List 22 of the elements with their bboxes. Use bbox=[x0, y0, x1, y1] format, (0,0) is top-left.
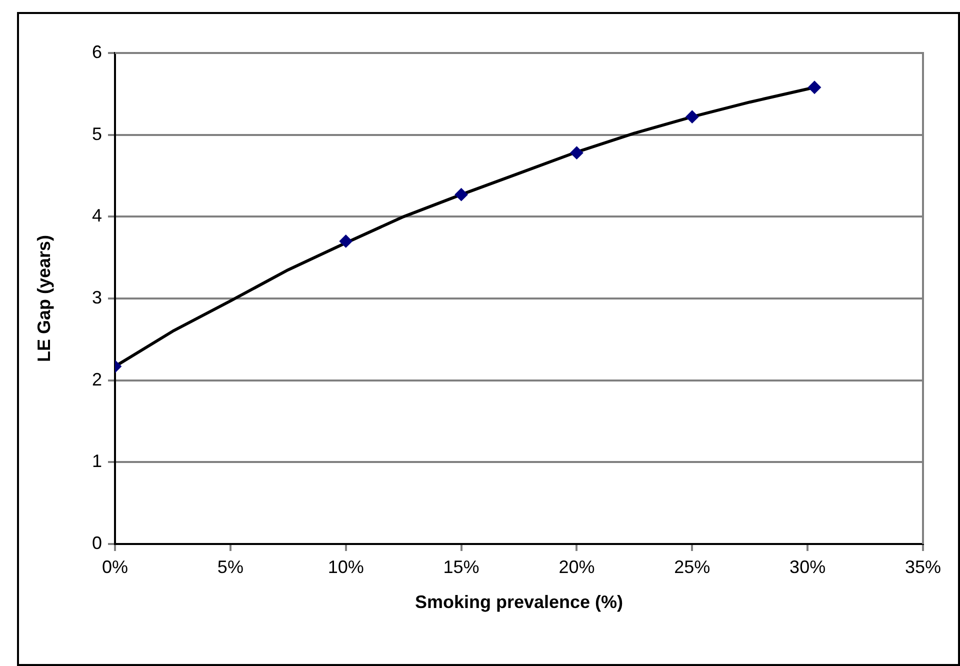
x-tick-label: 30% bbox=[790, 556, 826, 577]
x-tick-label: 25% bbox=[674, 556, 710, 577]
y-tick-label: 2 bbox=[92, 369, 102, 390]
x-tick-label: 35% bbox=[904, 556, 942, 577]
x-tick-label: 0% bbox=[102, 556, 128, 577]
y-tick-label: 0 bbox=[92, 532, 102, 553]
point bbox=[686, 110, 699, 124]
y-tick-label: 4 bbox=[92, 206, 102, 226]
y-tick-label: 3 bbox=[92, 287, 102, 308]
point bbox=[454, 188, 468, 202]
x-axis-title: Smoking prevalence (%) bbox=[414, 592, 624, 612]
x-tick-label: 10% bbox=[328, 556, 364, 577]
y-tick-label: 5 bbox=[92, 124, 102, 144]
y-axis-title: LE Gap (years) bbox=[34, 234, 54, 362]
point bbox=[808, 80, 821, 94]
point bbox=[570, 146, 584, 160]
y-tick-label: 6 bbox=[92, 42, 102, 62]
point bbox=[339, 234, 352, 248]
x-tick-label: 5% bbox=[217, 556, 244, 577]
x-tick-label: 20% bbox=[558, 556, 595, 577]
x-tick-label: 15% bbox=[443, 556, 480, 577]
y-tick-label: 1 bbox=[92, 451, 102, 472]
